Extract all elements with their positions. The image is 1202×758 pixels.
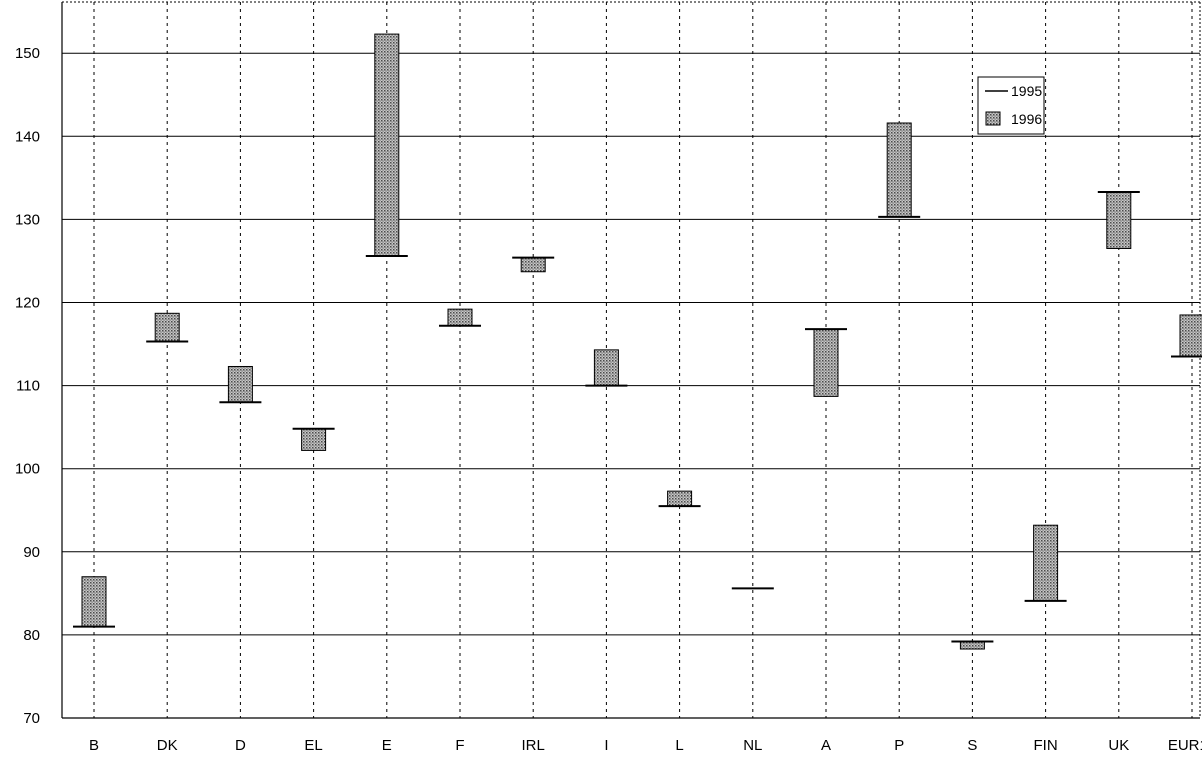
bar-1996-A: [813, 328, 839, 397]
x-tick-label: FIN: [1034, 737, 1058, 754]
bar-1996-L: [667, 490, 693, 507]
bar-1996-F: [447, 308, 473, 327]
bars-1996: [81, 33, 1202, 650]
bar-1996-EL: [301, 428, 327, 451]
axes: [61, 1, 1201, 719]
bar-1996-D: [227, 365, 253, 403]
x-tick-label: DK: [157, 737, 178, 754]
x-tick-label: B: [89, 737, 99, 754]
legend: 1995 1996: [977, 76, 1045, 135]
y-tick-label: 90: [23, 544, 40, 561]
x-tick-label: EUR15: [1168, 737, 1202, 754]
legend-bar-swatch-1996: [985, 111, 1001, 126]
bar-1996-E: [374, 33, 400, 257]
y-tick-label: 100: [15, 461, 40, 478]
x-tick-label: A: [821, 737, 831, 754]
x-tick-label: S: [967, 737, 977, 754]
x-tick-label: E: [382, 737, 392, 754]
y-tick-label: 150: [15, 45, 40, 62]
y-tick-label: 120: [15, 295, 40, 312]
y-tick-label: 80: [23, 627, 40, 644]
bar-1996-FIN: [1033, 524, 1059, 602]
bar-1996-UK: [1106, 191, 1132, 249]
x-tick-label: UK: [1108, 737, 1129, 754]
y-tick-label: 110: [16, 378, 40, 395]
x-tick-label: D: [235, 737, 246, 754]
x-tick-label: NL: [743, 737, 762, 754]
markers-1995: [73, 190, 1202, 643]
x-tick-label: EL: [304, 737, 322, 754]
bar-1996-B: [81, 576, 107, 628]
y-tick-label: 70: [23, 710, 40, 727]
bar-1996-I: [593, 349, 619, 387]
bar-1996-EUR15: [1179, 314, 1202, 358]
legend-label-1996: 1996: [1011, 111, 1042, 127]
x-tick-labels: B DK D EL E F IRL I L NL A P S FIN UK EUR15: [89, 737, 1202, 754]
x-tick-label: I: [604, 737, 608, 754]
bar-1996-S: [959, 641, 985, 650]
y-tick-label: 140: [15, 128, 40, 145]
bar-1996-IRL: [520, 257, 546, 273]
x-tick-label: L: [675, 737, 683, 754]
x-tick-label: F: [455, 737, 464, 754]
legend-label-1995: 1995: [1011, 83, 1042, 99]
bar-1996-P: [886, 122, 912, 218]
y-tick-label: 130: [15, 211, 40, 228]
bar-1996-DK: [154, 312, 180, 343]
x-tick-label: P: [894, 737, 904, 754]
y-tick-labels: 70 80 90 100 110 120 130 140 150: [15, 45, 40, 727]
x-tick-label: IRL: [522, 737, 545, 754]
